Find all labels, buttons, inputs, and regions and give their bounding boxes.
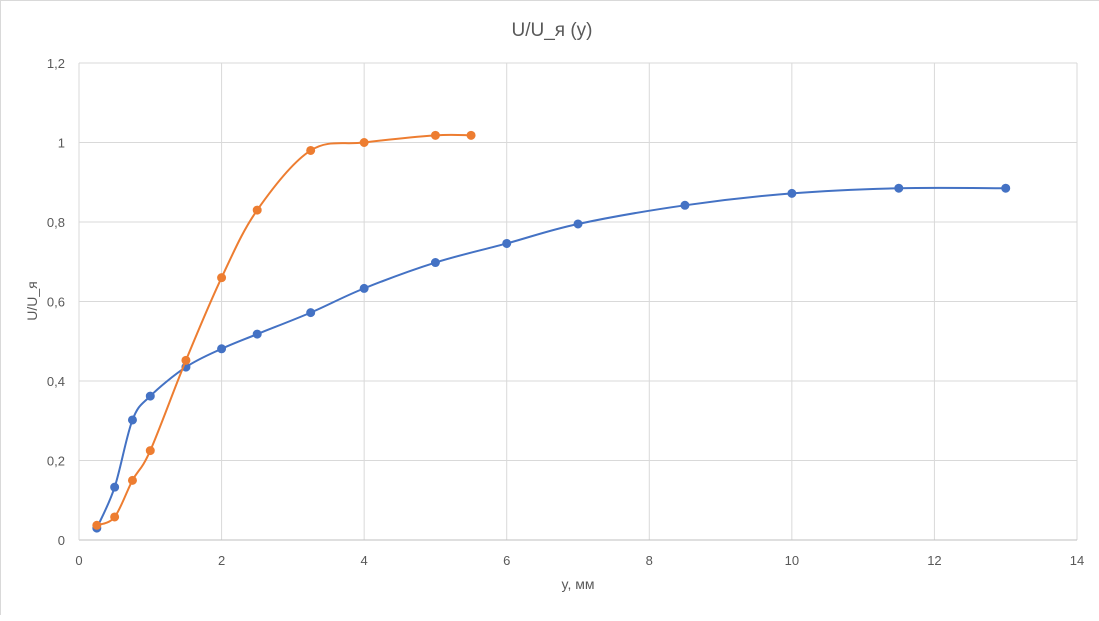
x-tick-label: 14 xyxy=(1070,553,1084,568)
y-tick-label: 0,6 xyxy=(47,295,65,310)
series-2-point xyxy=(359,138,369,147)
x-tick-label: 2 xyxy=(218,553,225,568)
series-2-point xyxy=(252,205,262,215)
x-tick-label: 6 xyxy=(503,553,510,568)
series-2-point xyxy=(92,520,102,530)
series-1-point xyxy=(1001,183,1011,193)
series-1-point xyxy=(573,219,583,229)
series-1-point xyxy=(252,329,262,339)
x-tick-label: 0 xyxy=(75,553,82,568)
series-layer xyxy=(92,130,1011,533)
series-1-group xyxy=(92,183,1011,533)
series-1-point xyxy=(502,238,512,248)
series-1-point xyxy=(145,391,155,401)
series-2-point xyxy=(110,512,120,522)
y-tick-label: 1,2 xyxy=(47,56,65,71)
series-1-point xyxy=(217,344,227,354)
y-axis-title: U/U_я xyxy=(24,281,40,320)
y-tick-label: 1 xyxy=(58,136,65,151)
x-tick-label: 8 xyxy=(646,553,653,568)
series-1-point xyxy=(894,183,904,193)
series-2-point xyxy=(430,130,440,140)
series-2-point xyxy=(466,130,476,140)
y-tick-label: 0,2 xyxy=(47,454,65,469)
series-2-point xyxy=(145,446,155,456)
series-1-point xyxy=(359,283,369,293)
series-1-point xyxy=(306,308,316,318)
x-tick-label: 10 xyxy=(785,553,799,568)
x-tick-label: 12 xyxy=(927,553,941,568)
y-tick-label: 0,8 xyxy=(47,215,65,230)
x-tick-label: 4 xyxy=(361,553,368,568)
y-tick-label: 0 xyxy=(58,533,65,548)
series-1-point xyxy=(127,415,137,425)
axis-layer: 0 2 4 6 8 10 12 14 0 0,2 0,4 0,6 0,8 1 1,2 xyxy=(47,56,1084,568)
series-2-point xyxy=(127,475,137,485)
series-2-group xyxy=(92,130,476,530)
series-2-point xyxy=(181,355,191,365)
series-1-point xyxy=(787,188,797,198)
series-1-point xyxy=(680,200,690,210)
x-axis-title: y, мм xyxy=(562,576,595,592)
series-2-point xyxy=(306,145,316,155)
series-1-line xyxy=(95,186,1006,529)
series-1-point xyxy=(430,258,440,268)
series-1-point xyxy=(110,482,120,492)
series-2-point xyxy=(217,273,227,283)
chart-title: U/U_я (y) xyxy=(511,20,592,41)
y-tick-label: 0,4 xyxy=(47,374,65,389)
